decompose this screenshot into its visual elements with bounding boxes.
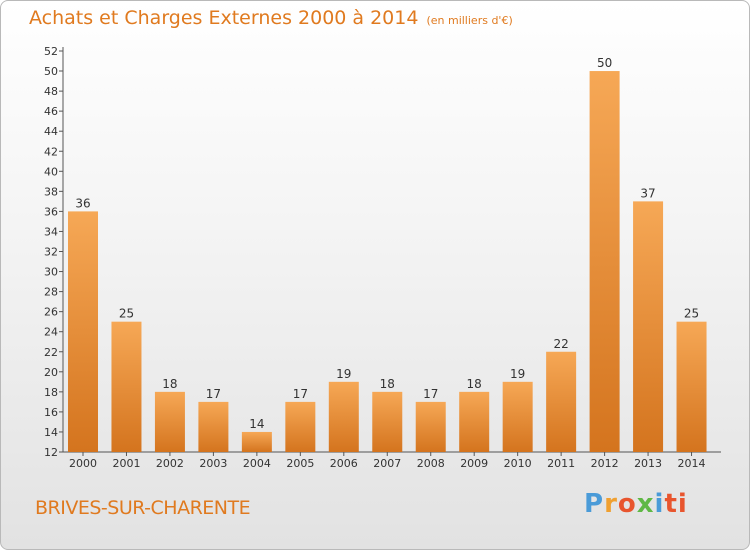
x-tick-label: 2009 bbox=[460, 457, 488, 470]
x-tick-label: 2003 bbox=[199, 457, 227, 470]
y-tick-label: 22 bbox=[44, 346, 58, 359]
x-tick-label: 2002 bbox=[156, 457, 184, 470]
x-tick-label: 2006 bbox=[330, 457, 358, 470]
y-tick-label: 52 bbox=[44, 45, 58, 58]
y-tick-label: 30 bbox=[44, 266, 58, 279]
y-tick-label: 36 bbox=[44, 205, 58, 218]
bar-2012 bbox=[589, 71, 620, 453]
bar-2011 bbox=[546, 351, 577, 452]
bar-value-label: 25 bbox=[684, 307, 699, 321]
town-name: BRIVES-SUR-CHARENTE bbox=[35, 497, 251, 519]
x-tick-label: 2000 bbox=[69, 457, 97, 470]
chart-title-text: Achats et Charges Externes 2000 à 2014 bbox=[29, 7, 419, 29]
bar-value-label: 50 bbox=[597, 56, 612, 70]
x-tick-label: 2011 bbox=[547, 457, 575, 470]
y-tick-label: 34 bbox=[44, 225, 58, 238]
y-tick-label: 50 bbox=[44, 65, 58, 78]
x-tick-label: 2013 bbox=[634, 457, 662, 470]
x-tick-label: 2008 bbox=[417, 457, 445, 470]
bar-value-label: 36 bbox=[75, 196, 90, 210]
x-tick-label: 2001 bbox=[112, 457, 140, 470]
y-tick-label: 20 bbox=[44, 366, 58, 379]
bar-value-label: 19 bbox=[510, 367, 525, 381]
bar-2001 bbox=[111, 321, 142, 452]
bar-2007 bbox=[372, 391, 403, 452]
y-tick-label: 12 bbox=[44, 446, 58, 459]
x-tick-label: 2005 bbox=[286, 457, 314, 470]
bar-value-label: 17 bbox=[293, 387, 308, 401]
bar-2014 bbox=[676, 321, 707, 452]
y-tick-label: 26 bbox=[44, 306, 58, 319]
y-tick-label: 42 bbox=[44, 145, 58, 158]
bar-2006 bbox=[328, 381, 359, 452]
bar-value-label: 18 bbox=[162, 377, 177, 391]
proxiti-logo: Proxiti bbox=[584, 489, 688, 519]
y-tick-label: 32 bbox=[44, 246, 58, 259]
x-tick-label: 2010 bbox=[504, 457, 532, 470]
y-tick-label: 48 bbox=[44, 85, 58, 98]
y-tick-label: 14 bbox=[44, 426, 58, 439]
bars: 36 25 18 17 14 17 19 18 17 18 19 22 50 37 25 bbox=[68, 56, 707, 453]
bar-2004 bbox=[241, 431, 272, 452]
bar-value-label: 37 bbox=[640, 186, 655, 200]
y-tick-label: 28 bbox=[44, 286, 58, 299]
y-tick-label: 16 bbox=[44, 406, 58, 419]
bar-value-label: 18 bbox=[380, 377, 395, 391]
bar-value-label: 17 bbox=[423, 387, 438, 401]
chart-subtitle: (en milliers d'€) bbox=[426, 14, 513, 27]
bar-value-label: 17 bbox=[206, 387, 221, 401]
bar-2008 bbox=[415, 401, 446, 452]
bar-value-label: 22 bbox=[553, 337, 568, 351]
chart-title: Achats et Charges Externes 2000 à 2014 (e… bbox=[29, 7, 513, 29]
bar-2010 bbox=[502, 381, 533, 452]
bar-2000 bbox=[68, 211, 98, 452]
bar-value-label: 14 bbox=[249, 417, 264, 431]
bar-value-label: 25 bbox=[119, 307, 134, 321]
y-tick-label: 38 bbox=[44, 185, 58, 198]
y-tick-label: 24 bbox=[44, 326, 58, 339]
bar-2009 bbox=[459, 391, 490, 452]
x-tick-label: 2004 bbox=[243, 457, 271, 470]
x-tick-label: 2014 bbox=[678, 457, 706, 470]
bar-2013 bbox=[633, 201, 664, 452]
bar-2005 bbox=[285, 401, 316, 452]
bar-value-label: 19 bbox=[336, 367, 351, 381]
y-tick-label: 40 bbox=[44, 165, 58, 178]
y-tick-label: 18 bbox=[44, 386, 58, 399]
y-tick-label: 46 bbox=[44, 105, 58, 118]
x-tick-label: 2007 bbox=[373, 457, 401, 470]
bar-2003 bbox=[198, 401, 229, 452]
y-tick-label: 44 bbox=[44, 125, 58, 138]
bar-value-label: 18 bbox=[467, 377, 482, 391]
x-tick-label: 2012 bbox=[591, 457, 619, 470]
bar-2002 bbox=[154, 391, 185, 452]
